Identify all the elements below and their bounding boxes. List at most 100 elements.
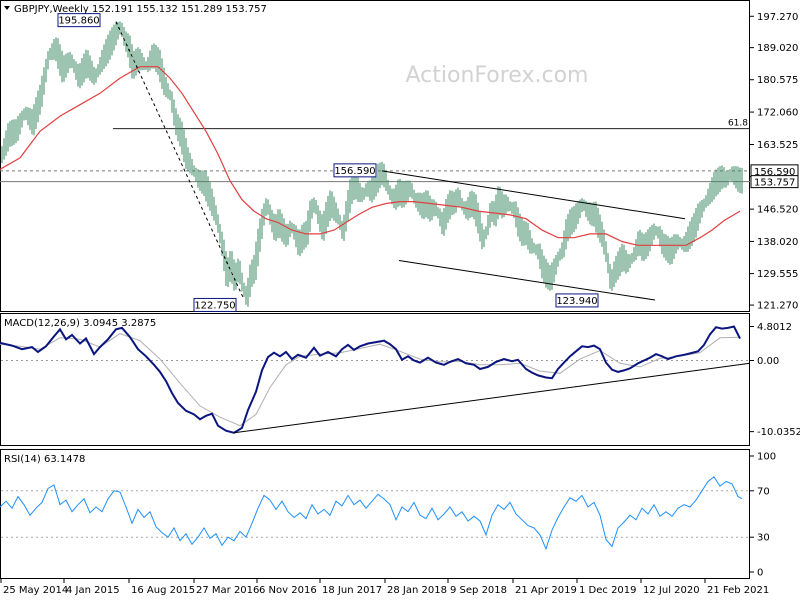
candle-body (27, 115, 29, 118)
candle-body (739, 180, 741, 182)
candle-body (637, 241, 639, 248)
macd-y-tick-label: 4.8012 (757, 322, 792, 333)
candle-body (185, 150, 187, 158)
candle-body (23, 112, 25, 118)
candle-body (489, 211, 491, 221)
x-tick-label: 25 May 2014 (3, 585, 68, 596)
candle-body (211, 199, 213, 207)
candle-body (271, 218, 273, 225)
candle-body (661, 239, 663, 246)
watermark: ActionForex.com (406, 63, 589, 88)
candle-body (639, 241, 641, 246)
rsi-y-tick-label: 0 (757, 568, 763, 579)
candle-body (161, 70, 163, 79)
candle-body (421, 205, 423, 208)
candle-body (405, 192, 407, 194)
price-trendline (381, 170, 686, 220)
candle-body (547, 275, 549, 278)
candle-body (425, 203, 427, 206)
candle-body (439, 214, 441, 221)
candle-body (561, 249, 563, 253)
candle-body (651, 233, 653, 238)
candle-body (631, 256, 633, 261)
candle-body (49, 53, 51, 56)
candle-body (453, 203, 455, 205)
candle-body (619, 260, 621, 265)
candle-body (97, 68, 99, 74)
candle-body (731, 173, 733, 175)
candle-body (265, 203, 267, 212)
candle-body (299, 241, 301, 246)
candle-body (711, 188, 713, 193)
candle-body (415, 199, 417, 202)
candle-body (183, 142, 185, 151)
candle-body (409, 188, 411, 191)
macd-layer: 4.8012 0.00 -10.0352 (0, 322, 800, 438)
candle-body (493, 213, 495, 215)
candle-body (605, 247, 607, 257)
x-tick-label: 4 Jan 2015 (66, 585, 120, 596)
candle-body (149, 59, 151, 63)
candle-body (127, 43, 129, 48)
candle-body (89, 66, 91, 71)
candle-body (367, 188, 369, 191)
candle-body (247, 287, 249, 299)
candle-body (707, 195, 709, 200)
candle-body (21, 117, 23, 122)
candle-body (53, 48, 55, 51)
price-y-tick-label: 172.060 (757, 108, 798, 119)
candle-body (513, 209, 515, 212)
candle-body (191, 165, 193, 170)
candle-body (497, 199, 499, 208)
candle-body (615, 268, 617, 272)
candle-body (255, 254, 257, 269)
candle-body (79, 74, 81, 79)
candle-body (645, 245, 647, 248)
candle-body (495, 207, 497, 215)
candle-body (667, 249, 669, 251)
rsi-y-tick-label: 70 (757, 486, 770, 497)
candle-body (683, 243, 685, 246)
candle-body (105, 51, 107, 56)
price-y-tick-label: 163.525 (757, 140, 798, 151)
candle-body (261, 218, 263, 231)
candle-body (633, 252, 635, 257)
price-y-tick-label: 180.575 (757, 75, 798, 86)
candle-body (217, 218, 219, 229)
candle-body (251, 271, 253, 276)
candle-body (591, 214, 593, 216)
x-tick-label: 12 Jul 2020 (643, 585, 700, 596)
candle-body (237, 268, 239, 274)
candle-body (587, 211, 589, 213)
candle-body (133, 64, 135, 67)
candle-body (441, 220, 443, 227)
candle-body (537, 251, 539, 253)
price-right-tag (750, 175, 799, 189)
candle-body (435, 207, 437, 212)
macd-trendline (233, 362, 750, 434)
macd-y-tick-label: -10.0352 (757, 427, 800, 438)
candle-body (709, 192, 711, 196)
candle-body (663, 245, 665, 248)
candle-body (351, 188, 353, 193)
candle-body (611, 277, 613, 284)
candle-body (85, 62, 87, 67)
candle-body (319, 218, 321, 225)
candle-body (735, 176, 737, 179)
candle-body (307, 222, 309, 234)
candle-body (67, 61, 69, 65)
candle-body (19, 121, 21, 127)
candle-body (229, 264, 231, 270)
x-tick-label: 27 Mar 2016 (196, 585, 259, 596)
candle-body (531, 245, 533, 248)
candle-body (443, 218, 445, 227)
candle-body (461, 201, 463, 208)
candle-body (203, 183, 205, 185)
candle-body (387, 184, 389, 191)
candle-body (101, 59, 103, 64)
price-y-tick-label: 121.270 (757, 301, 798, 312)
candle-body (451, 203, 453, 205)
collapse-triangle-icon[interactable] (4, 6, 10, 10)
x-tick-label: 21 Apr 2019 (515, 585, 577, 596)
candle-body (169, 93, 171, 98)
